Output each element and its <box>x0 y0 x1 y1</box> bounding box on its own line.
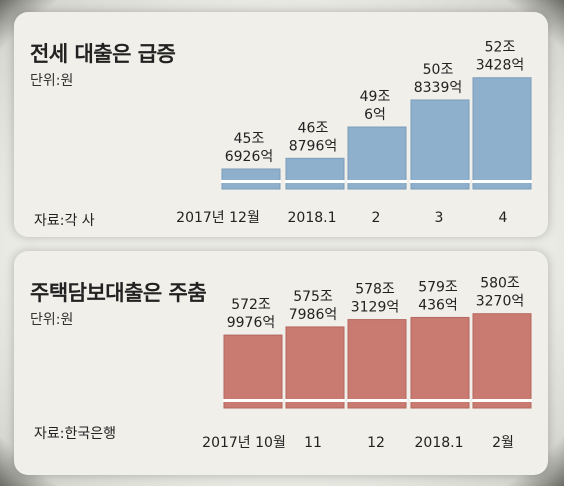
value-label-0-0: 572조 <box>231 297 271 313</box>
mortgage-bar-chart: 572조 9976억 2017년 10월 575조 7986억 11 578조 3129억 12… <box>202 276 532 451</box>
value-label-1-0: 575조 <box>293 289 333 305</box>
unit-label: 단위:원 <box>30 73 74 89</box>
chart-title: 주택담보대출은 주춤 <box>30 281 207 305</box>
axis-break-1 <box>285 399 345 402</box>
value-label-0-0: 45조 <box>234 131 265 147</box>
source-label: 자료:한국은행 <box>34 426 116 442</box>
category-label-2: 2 <box>372 210 381 226</box>
axis-break-4 <box>472 180 532 183</box>
axis-break-4 <box>472 399 532 402</box>
axis-break-2 <box>347 180 407 183</box>
value-label-3-1: 8339억 <box>414 80 463 96</box>
category-label-4: 4 <box>499 210 508 226</box>
value-label-1-0: 46조 <box>298 120 329 136</box>
category-label-3: 3 <box>435 210 444 226</box>
unit-label: 단위:원 <box>30 312 74 328</box>
value-label-2-0: 49조 <box>360 89 391 105</box>
value-label-2-0: 578조 <box>355 282 395 298</box>
value-label-3-1: 436억 <box>418 297 458 313</box>
value-label-2-1: 6억 <box>364 107 386 123</box>
value-label-2-1: 3129억 <box>351 300 400 316</box>
bar-3 <box>410 316 470 409</box>
bar-2 <box>347 319 407 409</box>
axis-break-3 <box>410 180 470 183</box>
mortgage-loan-panel: 주택담보대출은 주춤 단위:원 자료:한국은행 572조 9976억 2017년 1… <box>14 251 548 475</box>
axis-break-1 <box>285 180 345 183</box>
bar-0 <box>221 168 281 190</box>
jeonse-bar-chart: 45조 6926억 2017년 12월 46조 8796억 2018.1 49조 6억 2 50조… <box>176 40 532 226</box>
bar-0 <box>223 334 283 409</box>
category-label-2: 12 <box>367 435 385 451</box>
bar-2 <box>347 126 407 190</box>
value-label-1-1: 7986억 <box>289 307 338 323</box>
value-label-4-0: 580조 <box>480 276 520 292</box>
bar-3 <box>410 99 470 190</box>
jeonse-loan-panel: 전세 대출은 급증 단위:원 자료:각 사 45조 6926억 2017년 12월 4… <box>14 12 548 237</box>
axis-break-0 <box>221 180 281 183</box>
category-label-3: 2018.1 <box>415 435 464 451</box>
chart-title: 전세 대출은 급증 <box>30 42 176 66</box>
value-label-4-1: 3270억 <box>476 294 525 310</box>
bar-1 <box>285 157 345 190</box>
bar-1 <box>285 326 345 409</box>
value-label-4-0: 52조 <box>485 40 516 56</box>
category-label-1: 2018.1 <box>288 210 337 226</box>
value-label-3-0: 579조 <box>418 279 458 295</box>
category-label-1: 11 <box>304 435 322 451</box>
value-label-1-1: 8796억 <box>289 138 338 154</box>
value-label-4-1: 3428억 <box>476 58 525 74</box>
bar-4 <box>472 77 532 190</box>
axis-break-2 <box>347 399 407 402</box>
axis-break-0 <box>223 399 283 402</box>
category-label-4: 2월 <box>492 435 514 451</box>
value-label-0-1: 6926억 <box>225 149 274 165</box>
category-label-0: 2017년 10월 <box>202 435 286 451</box>
value-label-0-1: 9976억 <box>227 315 276 331</box>
source-label: 자료:각 사 <box>34 213 95 229</box>
value-label-3-0: 50조 <box>423 62 454 78</box>
axis-break-3 <box>410 399 470 402</box>
bar-4 <box>472 313 532 409</box>
category-label-0: 2017년 12월 <box>176 210 260 226</box>
